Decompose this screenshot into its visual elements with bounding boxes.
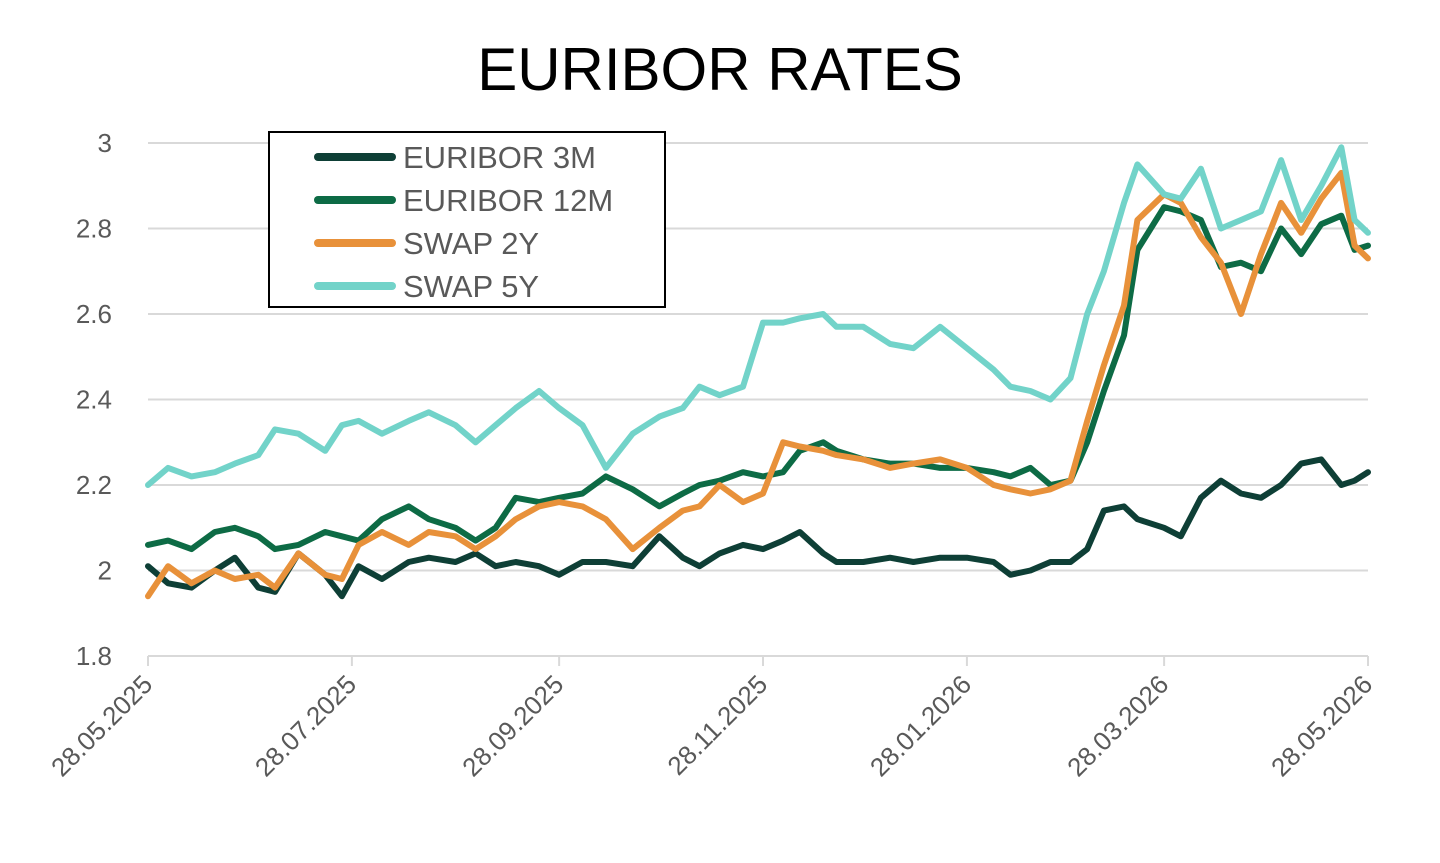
series-lines bbox=[145, 144, 1371, 600]
y-tick-label: 1.8 bbox=[76, 641, 112, 671]
series-line-3 bbox=[145, 144, 1371, 488]
y-axis-ticks: 1.8 2 2.2 2.4 2.6 2.8 3 bbox=[76, 128, 112, 671]
x-tick-label: 28.05.2026 bbox=[1265, 669, 1378, 782]
legend: EURIBOR 3M EURIBOR 12M SWAP 2Y SWAP 5Y bbox=[268, 131, 666, 308]
legend-label: SWAP 2Y bbox=[403, 226, 539, 261]
x-tick-label: 28.01.2026 bbox=[864, 669, 977, 782]
legend-label: EURIBOR 3M bbox=[403, 140, 596, 175]
y-tick-label: 2.6 bbox=[76, 299, 112, 329]
y-tick-label: 2.8 bbox=[76, 214, 112, 244]
x-tick-label: 28.09.2025 bbox=[456, 669, 569, 782]
x-axis: 28.05.2025 28.07.2025 28.09.2025 28.11.2025… bbox=[45, 655, 1378, 782]
x-tick-label: 28.07.2025 bbox=[249, 669, 362, 782]
y-tick-label: 3 bbox=[98, 128, 112, 158]
y-tick-label: 2.2 bbox=[76, 470, 112, 500]
x-tick-label: 28.05.2025 bbox=[45, 669, 158, 782]
legend-box bbox=[268, 131, 666, 308]
chart-title: EURIBOR RATES bbox=[477, 36, 963, 103]
series-line-0 bbox=[145, 456, 1371, 600]
series-line-2 bbox=[145, 169, 1371, 600]
y-tick-label: 2.4 bbox=[76, 385, 112, 415]
x-tick-label: 28.11.2025 bbox=[661, 669, 773, 781]
x-tick-label: 28.03.2026 bbox=[1061, 669, 1174, 782]
legend-label: EURIBOR 12M bbox=[403, 183, 613, 218]
legend-label: SWAP 5Y bbox=[403, 269, 539, 304]
y-tick-label: 2 bbox=[98, 556, 112, 586]
